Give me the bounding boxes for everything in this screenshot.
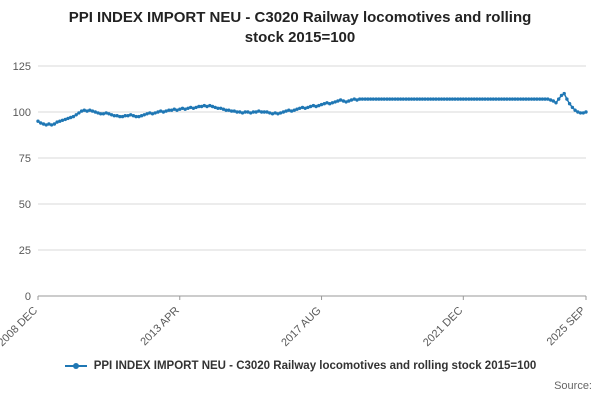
line-chart: 0 25 50 75 100 125 2008 DEC 2013 APR 2017 AUG 202…: [0, 61, 589, 349]
legend-label: PPI INDEX IMPORT NEU - C3020 Railway loc…: [93, 360, 537, 372]
svg-text:2008 DEC: 2008 DEC: [0, 305, 40, 349]
svg-text:100: 100: [13, 107, 31, 119]
source-note: Source:: [554, 380, 592, 392]
legend: PPI INDEX IMPORT NEU - C3020 Railway loc…: [0, 360, 600, 372]
chart-title: PPI INDEX IMPORT NEU - C3020 Railway loc…: [0, 8, 600, 49]
chart-title-text: PPI INDEX IMPORT NEU - C3020 Railway loc…: [68, 9, 532, 47]
svg-text:2025 SEP: 2025 SEP: [545, 305, 589, 349]
svg-text:2017 AUG: 2017 AUG: [279, 305, 323, 349]
svg-text:25: 25: [19, 245, 31, 257]
svg-text:2013 APR: 2013 APR: [138, 305, 182, 349]
svg-text:2021 DEC: 2021 DEC: [421, 305, 465, 349]
svg-text:125: 125: [13, 61, 31, 73]
svg-text:75: 75: [19, 153, 31, 165]
svg-text:0: 0: [25, 291, 31, 303]
svg-text:50: 50: [19, 199, 31, 211]
plot-area: 0 25 50 75 100 125 2008 DEC 2013 APR 2017 AUG 202…: [0, 52, 600, 359]
legend-line-icon: [64, 363, 87, 369]
